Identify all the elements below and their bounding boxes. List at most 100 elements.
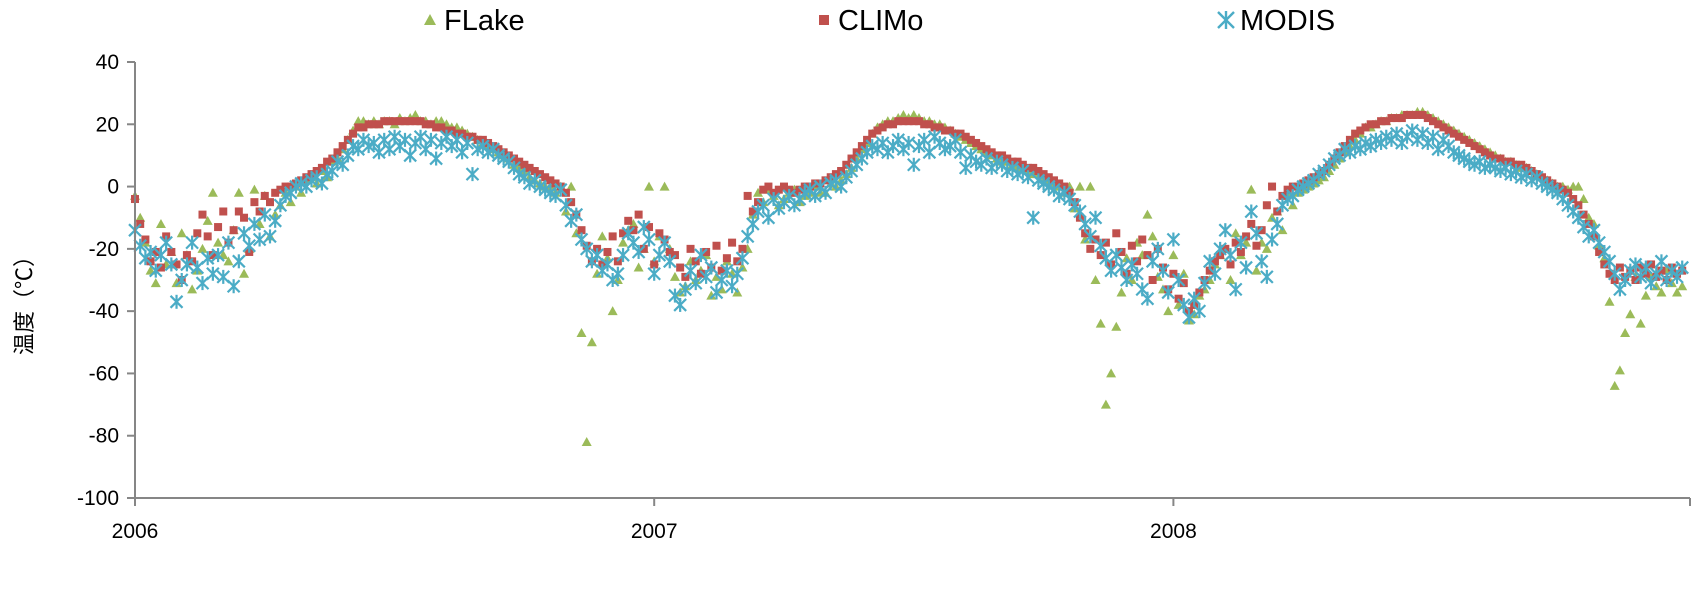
modis-point xyxy=(174,273,189,287)
flake-point xyxy=(1147,231,1158,241)
climo-point xyxy=(265,198,274,207)
flake-point xyxy=(1583,212,1594,222)
climo-point xyxy=(1377,117,1386,126)
climo-point xyxy=(1403,110,1412,119)
legend-item-climo: CLIMo xyxy=(819,5,923,37)
climo-point xyxy=(146,257,155,266)
climo-point xyxy=(1101,238,1110,247)
y-tick-label: -100 xyxy=(77,487,119,510)
climo-point xyxy=(603,247,612,256)
climo-point xyxy=(665,247,674,256)
climo-point xyxy=(1397,114,1406,123)
modis-point xyxy=(133,238,147,253)
flake-point xyxy=(753,187,764,197)
modis-point xyxy=(1265,232,1279,247)
climo-point xyxy=(203,232,212,241)
climo-point xyxy=(1475,145,1484,154)
modis-point xyxy=(958,160,973,175)
modis-point xyxy=(901,135,916,150)
flake-point xyxy=(1625,309,1636,319)
modis-point xyxy=(232,254,246,269)
climo-point xyxy=(567,198,576,207)
modis-point xyxy=(195,276,210,291)
climo-point xyxy=(1408,110,1417,119)
legend-marker xyxy=(424,14,436,25)
modis-point xyxy=(382,142,397,157)
modis-point xyxy=(709,285,724,300)
modis-point xyxy=(688,276,703,291)
modis-point xyxy=(1192,304,1207,319)
climo-point xyxy=(966,135,975,144)
modis-point xyxy=(673,297,687,312)
climo-point xyxy=(712,241,721,250)
y-tick-label: -60 xyxy=(89,362,119,385)
modis-point xyxy=(1628,257,1643,272)
climo-point xyxy=(229,226,238,235)
modis-point xyxy=(1260,269,1274,284)
legend-item-flake: FLake xyxy=(424,5,525,37)
modis-point xyxy=(180,257,194,272)
climo-point xyxy=(561,188,570,197)
climo-point xyxy=(754,198,763,207)
flake-point xyxy=(1163,306,1174,316)
climo-point xyxy=(1268,182,1277,191)
climo-point xyxy=(1423,114,1432,123)
modis-point xyxy=(398,132,412,147)
modis-point xyxy=(1171,273,1186,287)
flake-point xyxy=(1246,184,1257,194)
climo-point xyxy=(214,223,223,232)
climo-point xyxy=(1210,257,1219,266)
modis-point xyxy=(1675,260,1689,275)
flake-point xyxy=(581,436,592,446)
climo-point xyxy=(1034,167,1043,175)
climo-point xyxy=(920,120,929,129)
climo-point xyxy=(385,117,394,126)
climo-point xyxy=(193,229,202,238)
climo-point xyxy=(1231,238,1240,247)
climo-point xyxy=(774,185,783,194)
climo-point xyxy=(1226,260,1235,269)
modis-point xyxy=(657,235,672,250)
modis-point xyxy=(190,260,205,275)
flake-point xyxy=(597,231,608,241)
flake-point xyxy=(1672,287,1683,297)
climo-point xyxy=(1595,247,1604,256)
modis-point xyxy=(1187,291,1201,306)
climo-point xyxy=(1138,235,1147,244)
flake-point xyxy=(239,268,250,278)
climo-point xyxy=(1096,251,1105,260)
flake-point xyxy=(436,116,447,126)
flake-point xyxy=(1640,290,1651,300)
climo-point xyxy=(899,117,908,126)
modis-point xyxy=(922,145,937,160)
flake-point xyxy=(659,181,670,191)
modis-point xyxy=(1099,251,1113,266)
climo-point xyxy=(416,117,425,126)
modis-point xyxy=(143,244,158,259)
modis-point xyxy=(1639,260,1653,275)
modis-point xyxy=(1202,254,1217,269)
climo-point xyxy=(1605,269,1614,278)
climo-point xyxy=(982,145,991,154)
climo-point xyxy=(520,160,529,169)
climo-point xyxy=(1439,123,1448,132)
climo-point xyxy=(338,142,347,151)
modis-point xyxy=(1249,226,1264,241)
flake-point xyxy=(213,237,224,247)
y-tick-label: 0 xyxy=(107,176,119,199)
climo-point xyxy=(904,117,913,126)
modis-point xyxy=(678,282,693,297)
climo-point xyxy=(354,123,363,132)
modis-point xyxy=(683,263,698,278)
modis-point xyxy=(1234,235,1248,250)
modis-point xyxy=(579,241,594,256)
climo-point xyxy=(925,120,934,129)
flake-point xyxy=(592,268,603,278)
climo-point xyxy=(1449,129,1458,138)
climo-point xyxy=(748,207,757,216)
flake-point xyxy=(207,187,218,197)
modis-point xyxy=(616,248,630,263)
climo-point xyxy=(733,257,742,266)
modis-point xyxy=(1161,285,1175,300)
flake-point xyxy=(150,278,161,288)
